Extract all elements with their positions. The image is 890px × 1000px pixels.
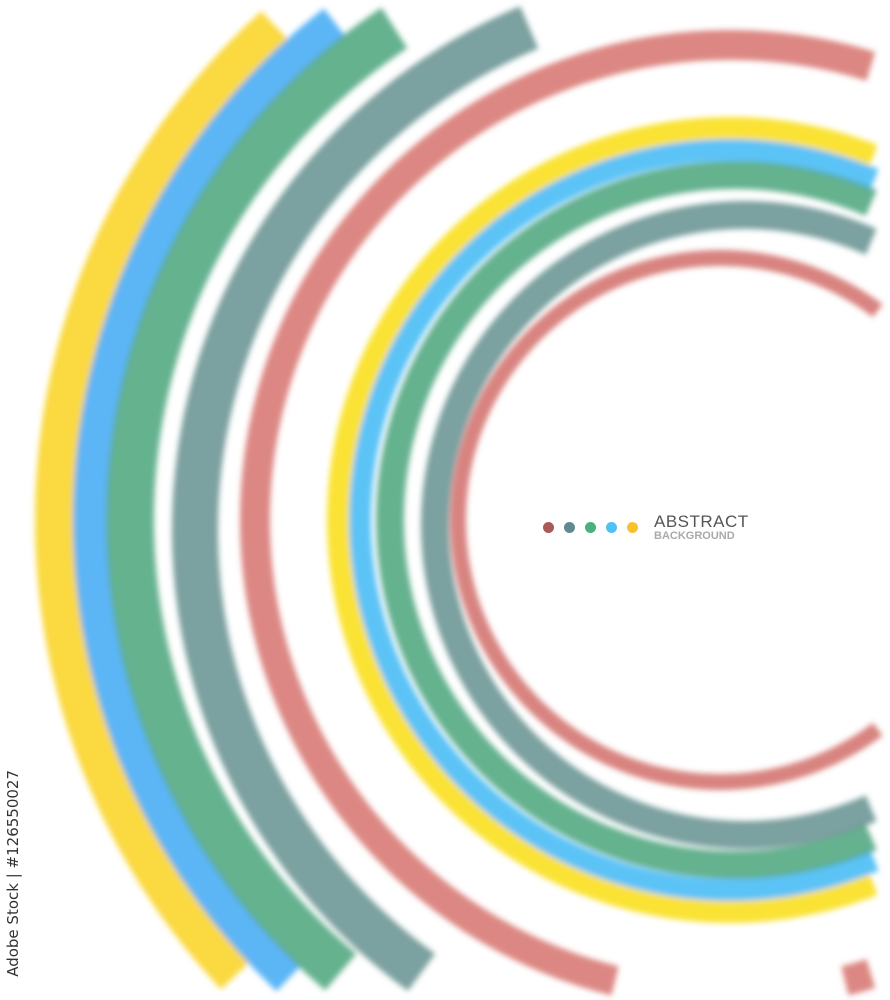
- logo-text: ABSTRACT BACKGROUND: [654, 513, 749, 542]
- middle-green-ring: [376, 161, 877, 879]
- logo-line2: BACKGROUND: [654, 530, 735, 542]
- outer-yellow-ring: [35, 11, 289, 990]
- outer-pink-ring: [240, 30, 876, 996]
- outer-teal-ring: [172, 6, 539, 991]
- dot-3: [585, 522, 596, 533]
- middle-blue-ring: [349, 139, 879, 901]
- dot-5: [627, 522, 638, 533]
- dot-4: [606, 522, 617, 533]
- dot-1: [543, 522, 554, 533]
- color-dots: [543, 522, 638, 533]
- dot-2: [564, 522, 575, 533]
- middle-teal-ring: [421, 201, 877, 849]
- outer-green-ring: [106, 7, 408, 991]
- stock-credit: Adobe Stock | #126550027: [4, 770, 22, 977]
- inner-red-ring: [450, 250, 883, 790]
- logo-line1: ABSTRACT: [654, 512, 749, 531]
- middle-yellow-ring: [327, 117, 878, 923]
- outer-blue-ring: [73, 8, 345, 992]
